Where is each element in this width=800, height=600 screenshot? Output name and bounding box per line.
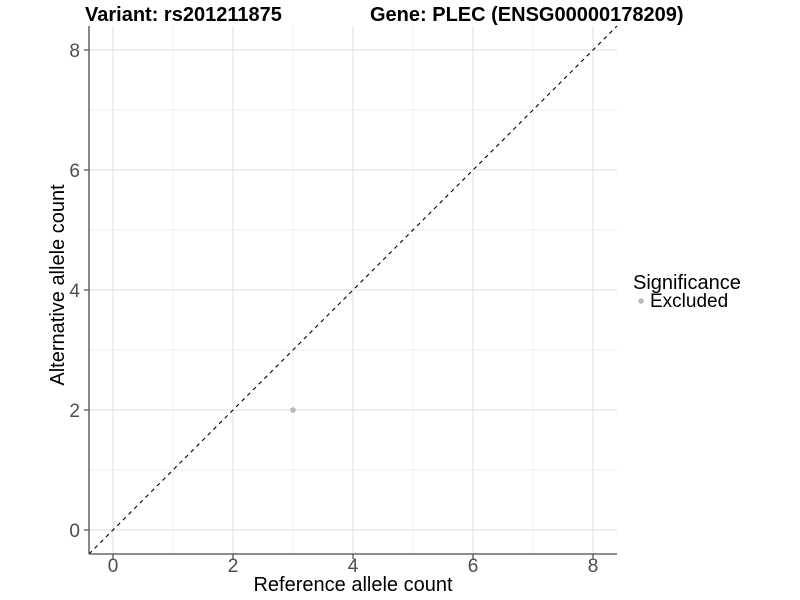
data-point-excluded — [290, 407, 296, 413]
legend-title: Significance — [633, 272, 741, 294]
legend-key-excluded-dot — [638, 298, 644, 304]
y-tick-label: 6 — [69, 161, 80, 182]
y-tick-label: 4 — [69, 281, 80, 302]
gene-title: Gene: PLEC (ENSG00000178209) — [370, 4, 684, 26]
axis-tick-labels: 0 2 4 6 8 0 2 4 6 8 — [69, 41, 598, 577]
x-tick-label: 0 — [108, 556, 119, 577]
variant-title: Variant: rs201211875 — [85, 4, 282, 26]
data-points-layer — [290, 407, 296, 413]
x-tick-label: 8 — [588, 556, 599, 577]
y-tick-label: 0 — [69, 521, 80, 542]
axis-tick-marks — [84, 49, 594, 559]
x-tick-label: 6 — [468, 556, 479, 577]
y-tick-label: 2 — [69, 401, 80, 422]
y-axis-title: Alternative allele count — [47, 184, 69, 386]
gridlines-major — [89, 26, 617, 554]
y-tick-label: 8 — [69, 41, 80, 62]
legend: Significance Excluded — [633, 272, 741, 312]
legend-label-excluded: Excluded — [650, 291, 728, 312]
x-axis-title: Reference allele count — [253, 574, 452, 596]
x-tick-label: 2 — [228, 556, 239, 577]
x-tick-label: 4 — [348, 556, 359, 577]
